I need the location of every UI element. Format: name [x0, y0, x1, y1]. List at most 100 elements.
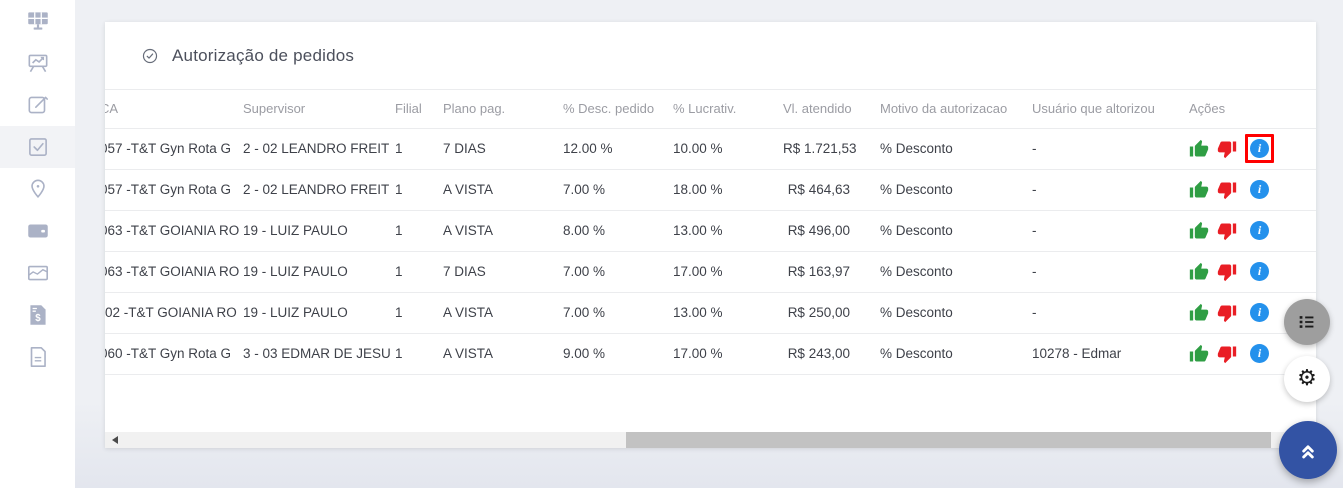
cell-lucrativ: 13.00 % — [673, 223, 723, 238]
wallet-icon — [27, 224, 48, 238]
info-annotation-box: i — [1245, 298, 1274, 327]
approve-button[interactable] — [1189, 344, 1209, 364]
approve-button[interactable] — [1189, 180, 1209, 200]
cell-supervisor: 19 - LUIZ PAULO — [243, 264, 348, 279]
area-chart-icon — [27, 265, 48, 281]
authorization-card: Autorização de pedidos CA Supervisor Filia… — [105, 22, 1316, 448]
reject-button[interactable] — [1217, 344, 1237, 364]
table-row: 02 -T&T GOIANIA RO 19 - LUIZ PAULO 1 A VIST… — [105, 292, 1316, 333]
list-icon — [1299, 316, 1314, 328]
thumbs-down-icon — [1217, 346, 1237, 363]
cell-vl_atendido: R$ 250,00 — [787, 305, 850, 320]
reject-button[interactable] — [1217, 262, 1237, 282]
approve-button[interactable] — [1189, 221, 1209, 241]
sidebar-item-authorization[interactable] — [0, 126, 75, 168]
cell-desc_pedido: 7.00 % — [563, 182, 606, 197]
table-row: 060 -T&T Gyn Rota G 3 - 03 EDMAR DE JESU 1… — [105, 333, 1316, 374]
settings-button[interactable]: ⚙ — [1284, 356, 1330, 402]
column-header-desc_pedido: % Desc. pedido — [563, 101, 655, 117]
presentation-chart-icon — [28, 54, 47, 73]
cell-desc_pedido: 8.00 % — [563, 223, 606, 238]
page-title: Autorização de pedidos — [172, 45, 355, 65]
document-icon — [30, 346, 46, 368]
thumbs-up-icon — [1189, 221, 1209, 238]
info-button[interactable]: i — [1250, 344, 1269, 363]
info-button[interactable]: i — [1250, 139, 1269, 158]
thumbs-up-icon — [1189, 139, 1209, 156]
cell-plano_pag: A VISTA — [443, 305, 494, 320]
info-button[interactable]: i — [1250, 221, 1269, 240]
horizontal-scrollbar[interactable] — [105, 432, 1316, 448]
cell-lucrativ: 17.00 % — [673, 264, 723, 279]
gear-icon: ⚙ — [1297, 366, 1317, 391]
reject-button[interactable] — [1217, 180, 1237, 200]
cell-motivo: % Desconto — [880, 305, 953, 320]
sidebar-item-document[interactable] — [0, 336, 75, 378]
info-button[interactable]: i — [1250, 303, 1269, 322]
cell-motivo: % Desconto — [880, 346, 953, 361]
approve-button[interactable] — [1189, 303, 1209, 323]
scroll-to-top-button[interactable] — [1279, 421, 1337, 479]
table-head: CA Supervisor Filial Plano pag. % Desc. pedi… — [105, 90, 1316, 128]
cell-vl_atendido: R$ 163,97 — [787, 264, 850, 279]
cell-ca: 057 -T&T Gyn Rota G — [105, 141, 232, 156]
cell-vl_atendido: R$ 243,00 — [787, 346, 850, 361]
cell-usuario: - — [1032, 141, 1037, 156]
table-row: 057 -T&T Gyn Rota G 2 - 02 LEANDRO FREIT 1… — [105, 128, 1316, 169]
cell-desc_pedido: 9.00 % — [563, 346, 606, 361]
info-annotation-box: i — [1245, 134, 1274, 163]
sidebar: $ — [0, 0, 75, 488]
actions-cell: i — [1183, 292, 1316, 333]
approve-button[interactable] — [1189, 262, 1209, 282]
cell-motivo: % Desconto — [880, 141, 953, 156]
approve-button[interactable] — [1189, 139, 1209, 159]
cell-vl_atendido: R$ 1.721,53 — [783, 141, 857, 156]
cell-vl_atendido: R$ 496,00 — [787, 223, 850, 238]
cell-motivo: % Desconto — [880, 264, 953, 279]
cell-filial: 1 — [395, 264, 403, 279]
cell-plano_pag: A VISTA — [443, 223, 494, 238]
legend-button[interactable] — [1284, 299, 1330, 345]
scrollbar-thumb[interactable] — [626, 432, 1271, 448]
scroll-left-arrow-icon[interactable] — [112, 436, 118, 444]
sidebar-item-location[interactable] — [0, 168, 75, 210]
info-annotation-box: i — [1245, 175, 1274, 204]
cell-usuario: - — [1032, 305, 1037, 320]
column-header-vl_atendido: Vl. atendido — [783, 101, 852, 117]
thumbs-down-icon — [1217, 141, 1237, 158]
cell-ca: 063 -T&T GOIANIA RO — [105, 223, 240, 238]
cell-filial: 1 — [395, 223, 403, 238]
cell-desc_pedido: 7.00 % — [563, 305, 606, 320]
thumbs-down-icon — [1217, 182, 1237, 199]
cell-filial: 1 — [395, 346, 403, 361]
cell-usuario: 10278 - Edmar — [1032, 346, 1122, 361]
info-button[interactable]: i — [1250, 262, 1269, 281]
info-annotation-box: i — [1245, 339, 1274, 368]
cell-lucrativ: 10.00 % — [673, 141, 723, 156]
sidebar-item-presentation-chart[interactable] — [0, 42, 75, 84]
cell-filial: 1 — [395, 182, 403, 197]
thumbs-down-icon — [1217, 305, 1237, 322]
thumbs-up-icon — [1189, 180, 1209, 197]
reject-button[interactable] — [1217, 221, 1237, 241]
card-header: Autorização de pedidos — [105, 22, 1316, 90]
thumbs-up-icon — [1189, 303, 1209, 320]
actions-cell: i — [1183, 251, 1316, 292]
table-header-row: CA Supervisor Filial Plano pag. % Desc. pedi… — [105, 90, 1316, 128]
cell-motivo: % Desconto — [880, 223, 953, 238]
double-chevron-up-icon — [1302, 445, 1314, 459]
reject-button[interactable] — [1217, 139, 1237, 159]
cell-ca: 02 -T&T GOIANIA RO — [105, 305, 237, 320]
cell-desc_pedido: 12.00 % — [563, 141, 613, 156]
cell-vl_atendido: R$ 464,63 — [787, 182, 850, 197]
cell-ca: 063 -T&T GOIANIA RO — [105, 264, 240, 279]
reject-button[interactable] — [1217, 303, 1237, 323]
sidebar-item-wallet[interactable] — [0, 210, 75, 252]
sidebar-item-area-chart[interactable] — [0, 252, 75, 294]
thumbs-down-icon — [1217, 264, 1237, 281]
sidebar-item-invoice[interactable]: $ — [0, 294, 75, 336]
info-button[interactable]: i — [1250, 180, 1269, 199]
sidebar-item-solar-panel[interactable] — [0, 0, 75, 42]
cell-supervisor: 2 - 02 LEANDRO FREIT — [243, 141, 390, 156]
sidebar-item-edit[interactable] — [0, 84, 75, 126]
